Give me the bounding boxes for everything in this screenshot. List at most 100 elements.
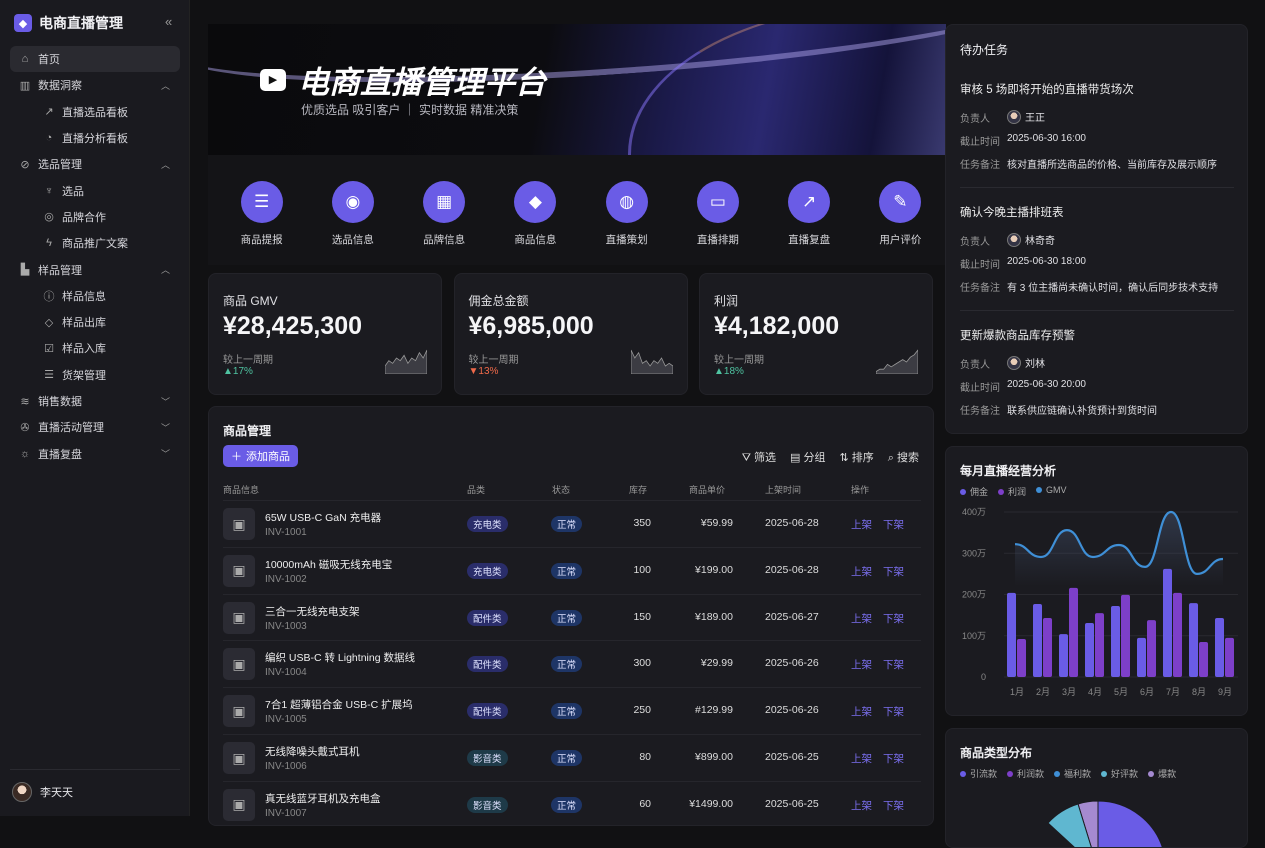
legend-item[interactable]: 佣金 (960, 485, 988, 498)
sidebar-item[interactable]: ≋ 销售数据 ﹀ (10, 388, 180, 414)
legend-item[interactable]: 福利款 (1054, 767, 1091, 780)
stat-delta: ▼13% (468, 366, 499, 377)
stat-compare: 较上一周期 (468, 355, 519, 366)
list-action[interactable]: 上架 (851, 519, 872, 531)
chevron-down-icon[interactable]: ﹀ (160, 449, 170, 460)
sidebar-item[interactable]: ⌂ 首页 (10, 46, 180, 73)
column-header: 操作 (851, 485, 870, 495)
info-icon: ⓘ (43, 290, 55, 303)
chevron-down-icon[interactable]: ﹀ (160, 396, 170, 407)
quick-action[interactable]: ☰ 商品提报 (216, 155, 307, 265)
chevron-down-icon[interactable]: ﹀ (160, 422, 170, 433)
delist-action[interactable]: 下架 (883, 799, 904, 812)
gmv-area (1015, 512, 1223, 587)
delist-action[interactable]: 下架 (883, 565, 904, 578)
legend-item[interactable]: 利润款 (1007, 767, 1044, 780)
sidebar-item[interactable]: ◇ 样品出库 (10, 309, 180, 335)
sidebar-item[interactable]: ▥ 数据洞察 ︿ (10, 72, 180, 98)
quick-action[interactable]: ◉ 选品信息 (307, 155, 398, 265)
task-title[interactable]: 审核 5 场即将开始的直播带货场次 (960, 84, 1134, 96)
pie-chart (1047, 800, 1163, 847)
quick-action[interactable]: ◆ 商品信息 (490, 155, 581, 265)
delist-action[interactable]: 下架 (883, 612, 904, 625)
monthly-chart: 0 100万 200万 300万 400万 1月 2月 3月 4月 5月 6月 7月 8月 9月 (962, 507, 1238, 697)
sidebar-item[interactable]: ⓘ 样品信息 (10, 283, 180, 309)
task-note: 有 3 位主播尚未确认时间，确认后同步技术支持 (1007, 283, 1219, 294)
list-action[interactable]: 上架 (851, 799, 872, 812)
owner-name: 林奇奇 (1025, 236, 1055, 247)
table-toolbar: ⛛ 筛选 ▤ 分组 ⇅ 排序 ⌕ 搜索 (742, 449, 919, 465)
sidebar-item[interactable]: ◎ 品牌合作 (10, 204, 180, 230)
quick-action[interactable]: ✎ 用户评价 (855, 155, 946, 265)
list-action[interactable]: 上架 (851, 706, 872, 719)
filter-button[interactable]: ⛛ 筛选 (741, 452, 777, 464)
chevron-up-icon[interactable]: ︿ (160, 265, 170, 276)
task-owner: 刘林 (1007, 355, 1045, 370)
table-row[interactable]: ▣ 真无线蓝牙耳机及充电盒 INV-1007 影音类 正常 60 ¥1499.00 2025-… (223, 780, 921, 828)
user-profile[interactable]: 李天天 (12, 782, 73, 802)
sidebar-item[interactable]: ☼ 直播复盘 ﹀ (10, 440, 180, 466)
legend-label: 利润 (1008, 487, 1027, 497)
legend-item[interactable]: 利润 (998, 485, 1026, 498)
chevron-up-icon[interactable]: ︿ (160, 80, 170, 91)
avatar (1007, 232, 1021, 247)
sidebar-item-label: 商品推广文案 (62, 238, 128, 251)
delist-action[interactable]: 下架 (883, 659, 904, 672)
sidebar-item[interactable]: ♆ 选品 (10, 177, 180, 203)
table-row[interactable]: ▣ 10000mAh 磁吸无线充电宝 INV-1002 充电类 正常 100 ¥199.00… (223, 546, 921, 594)
stat-label: 利润 (714, 294, 739, 308)
list-action[interactable]: 上架 (851, 612, 872, 625)
table-row[interactable]: ▣ 无线降噪头戴式耳机 INV-1006 影音类 正常 80 ¥899.00 2025-06-… (223, 734, 921, 781)
quick-action[interactable]: ↗ 直播复盘 (764, 155, 855, 265)
sidebar-item[interactable]: ϟ 商品推广文案 (10, 230, 180, 256)
table-row[interactable]: ▣ 65W USB-C GaN 充电器 INV-1001 充电类 正常 350 ¥59.99… (223, 500, 921, 547)
chevron-up-icon[interactable]: ︿ (160, 159, 170, 170)
delist-action[interactable]: 下架 (883, 706, 904, 719)
double-chevron-left-icon[interactable]: « (165, 14, 173, 29)
add-product-label: 添加商品 (246, 451, 290, 463)
quick-action[interactable]: ◍ 直播策划 (581, 155, 672, 265)
search-button[interactable]: ⌕ 搜索 (887, 452, 919, 464)
group-button[interactable]: ▤ 分组 (790, 452, 826, 464)
product-image: ▣ (223, 601, 255, 634)
sidebar-item[interactable]: ◔ 直播分析看板 (10, 125, 180, 151)
list-action[interactable]: 上架 (851, 565, 872, 578)
list-action[interactable]: 上架 (851, 659, 872, 672)
list-action[interactable]: 上架 (851, 753, 872, 765)
task-title[interactable]: 更新爆款商品库存预警 (960, 330, 1075, 342)
quick-action[interactable]: ▦ 品牌信息 (399, 155, 490, 265)
stat-value: ¥28,425,300 (223, 312, 363, 340)
status-badge: 正常 (551, 609, 583, 626)
sort-button[interactable]: ⇅ 排序 (839, 452, 874, 464)
sidebar-item-label: 数据洞察 (38, 80, 82, 93)
legend-label: 爆款 (1158, 769, 1177, 779)
sidebar-item[interactable]: ↗ 直播选品看板 (10, 99, 180, 125)
sidebar-item[interactable]: ☰ 货架管理 (10, 362, 180, 388)
sparkline (630, 349, 673, 374)
section-title: 待办任务 (960, 43, 1009, 57)
add-product-button[interactable]: ＋ 添加商品 (223, 445, 298, 467)
legend-item[interactable]: 好评款 (1101, 767, 1138, 780)
table-row[interactable]: ▣ 编织 USB-C 转 Lightning 数据线 INV-1004 配件类 正常 30… (223, 640, 921, 687)
task-deadline: 2025-06-30 18:00 (1007, 256, 1086, 267)
task-title[interactable]: 确认今晚主播排班表 (960, 207, 1064, 219)
banner-title: ▶ 电商直播管理平台 (260, 57, 546, 102)
legend-item[interactable]: GMV (1036, 485, 1067, 498)
delist-action[interactable]: 下架 (883, 519, 904, 531)
chart-title: 每月直播经营分析 (960, 464, 1057, 478)
quick-action[interactable]: ▭ 直播排期 (672, 155, 763, 265)
sidebar-item[interactable]: ☑ 样品入库 (10, 335, 180, 361)
table-row[interactable]: ▣ 7合1 超薄铝合金 USB-C 扩展坞 INV-1005 配件类 正常 250 #129… (223, 687, 921, 734)
sidebar-item[interactable]: ⊘ 选品管理 ︿ (10, 151, 180, 177)
legend-item[interactable]: 爆款 (1148, 767, 1176, 780)
legend-dot (1007, 771, 1014, 777)
delist-action[interactable]: 下架 (883, 753, 904, 765)
task-field-label: 负责人 (960, 114, 990, 125)
y-tick-label: 100万 (962, 631, 986, 641)
y-tick-label: 200万 (962, 590, 986, 600)
legend-item[interactable]: 引流款 (960, 767, 997, 780)
sidebar-item[interactable]: ✇ 直播活动管理 ﹀ (10, 414, 180, 440)
sidebar-item[interactable]: ▙ 样品管理 ︿ (10, 256, 180, 282)
legend-label: 佣金 (970, 487, 989, 497)
table-row[interactable]: ▣ 三合一无线充电支架 INV-1003 配件类 正常 150 ¥189.00 2025-06… (223, 593, 921, 641)
